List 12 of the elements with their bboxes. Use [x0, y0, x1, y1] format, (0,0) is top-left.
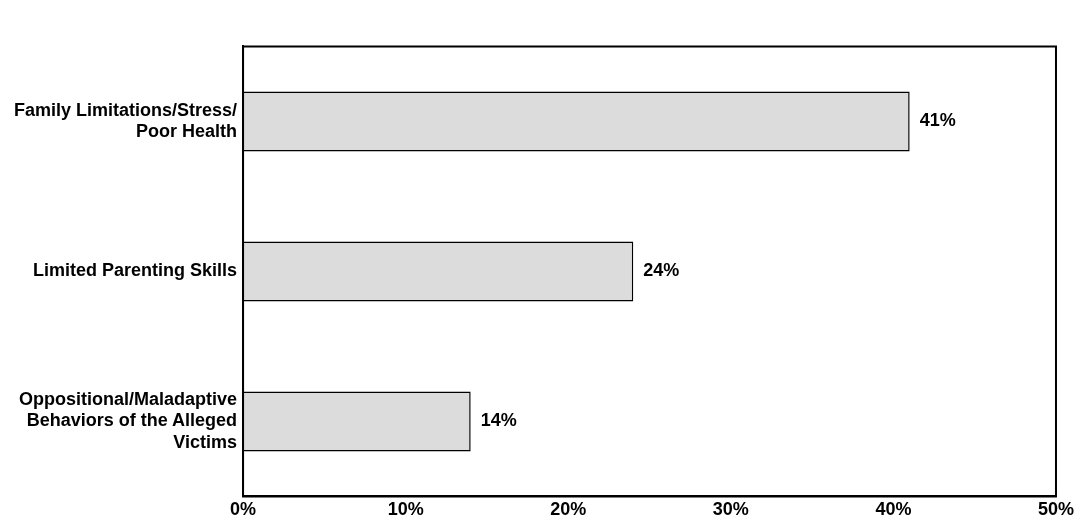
data-label: 41%	[919, 110, 956, 131]
data-label: 14%	[480, 410, 517, 431]
x-tick-label: 10%	[387, 499, 424, 520]
x-tick-label: 30%	[712, 499, 749, 520]
y-tick-label: Oppositional/Maladaptive Behaviors of the Alleged Victims	[19, 388, 238, 452]
x-tick-label: 40%	[875, 499, 912, 520]
data-label: 24%	[643, 260, 680, 281]
x-tick-label: 0%	[230, 499, 257, 520]
y-tick-label: Family Limitations/Stress/Poor Health	[13, 99, 238, 142]
x-tick-label: 20%	[550, 499, 587, 520]
y-tick-label: Limited Parenting Skills	[33, 260, 238, 281]
x-tick-label: 50%	[1037, 499, 1074, 520]
